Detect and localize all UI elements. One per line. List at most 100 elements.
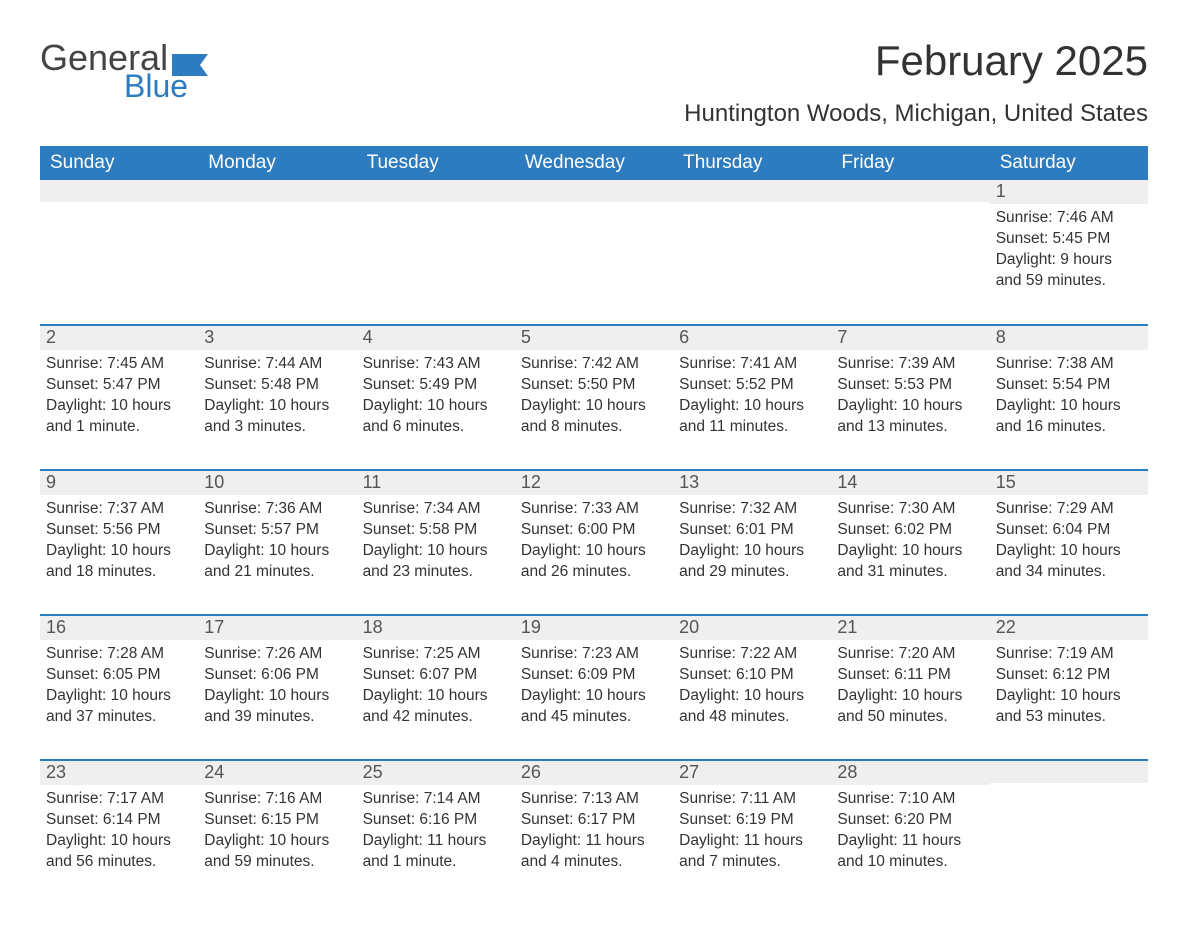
sunset-text: Sunset: 6:17 PM — [521, 810, 667, 831]
day-header: Wednesday — [515, 146, 673, 180]
empty-cell — [673, 180, 831, 325]
day-cell: 22Sunrise: 7:19 AMSunset: 6:12 PMDayligh… — [990, 615, 1148, 760]
day-cell: 20Sunrise: 7:22 AMSunset: 6:10 PMDayligh… — [673, 615, 831, 760]
day-cell: 7Sunrise: 7:39 AMSunset: 5:53 PMDaylight… — [831, 325, 989, 470]
day-cell: 4Sunrise: 7:43 AMSunset: 5:49 PMDaylight… — [357, 325, 515, 470]
sunrise-text: Sunrise: 7:37 AM — [46, 499, 192, 520]
sunrise-text: Sunrise: 7:17 AM — [46, 789, 192, 810]
day-number: 1 — [990, 180, 1148, 204]
day-number — [673, 180, 831, 202]
daylight-text: Daylight: 10 hours and 21 minutes. — [204, 541, 350, 583]
sunrise-text: Sunrise: 7:22 AM — [679, 644, 825, 665]
week-row: 16Sunrise: 7:28 AMSunset: 6:05 PMDayligh… — [40, 615, 1148, 760]
location-subtitle: Huntington Woods, Michigan, United State… — [684, 100, 1148, 128]
empty-cell — [198, 180, 356, 325]
day-cell: 8Sunrise: 7:38 AMSunset: 5:54 PMDaylight… — [990, 325, 1148, 470]
daylight-text: Daylight: 10 hours and 26 minutes. — [521, 541, 667, 583]
daylight-text: Daylight: 10 hours and 42 minutes. — [363, 686, 509, 728]
day-cell: 3Sunrise: 7:44 AMSunset: 5:48 PMDaylight… — [198, 325, 356, 470]
daylight-text: Daylight: 10 hours and 50 minutes. — [837, 686, 983, 728]
sunset-text: Sunset: 6:05 PM — [46, 665, 192, 686]
day-header: Tuesday — [357, 146, 515, 180]
sunrise-text: Sunrise: 7:26 AM — [204, 644, 350, 665]
sunset-text: Sunset: 6:02 PM — [837, 520, 983, 541]
calendar-table: SundayMondayTuesdayWednesdayThursdayFrid… — [40, 146, 1148, 905]
day-details: Sunrise: 7:23 AMSunset: 6:09 PMDaylight:… — [515, 640, 673, 738]
daylight-text: Daylight: 10 hours and 11 minutes. — [679, 396, 825, 438]
day-cell: 2Sunrise: 7:45 AMSunset: 5:47 PMDaylight… — [40, 325, 198, 470]
day-details: Sunrise: 7:46 AMSunset: 5:45 PMDaylight:… — [990, 204, 1148, 302]
daylight-text: Daylight: 10 hours and 23 minutes. — [363, 541, 509, 583]
day-number: 10 — [198, 471, 356, 495]
day-cell: 13Sunrise: 7:32 AMSunset: 6:01 PMDayligh… — [673, 470, 831, 615]
sunset-text: Sunset: 6:06 PM — [204, 665, 350, 686]
day-number: 3 — [198, 326, 356, 350]
day-header: Thursday — [673, 146, 831, 180]
empty-cell — [831, 180, 989, 325]
daylight-text: Daylight: 10 hours and 45 minutes. — [521, 686, 667, 728]
day-details — [357, 202, 515, 216]
day-number: 24 — [198, 761, 356, 785]
sunset-text: Sunset: 5:58 PM — [363, 520, 509, 541]
sunrise-text: Sunrise: 7:19 AM — [996, 644, 1142, 665]
day-details — [673, 202, 831, 216]
daylight-text: Daylight: 10 hours and 18 minutes. — [46, 541, 192, 583]
day-details: Sunrise: 7:20 AMSunset: 6:11 PMDaylight:… — [831, 640, 989, 738]
sunrise-text: Sunrise: 7:45 AM — [46, 354, 192, 375]
day-details: Sunrise: 7:36 AMSunset: 5:57 PMDaylight:… — [198, 495, 356, 593]
daylight-text: Daylight: 10 hours and 29 minutes. — [679, 541, 825, 583]
day-cell: 6Sunrise: 7:41 AMSunset: 5:52 PMDaylight… — [673, 325, 831, 470]
sunset-text: Sunset: 6:10 PM — [679, 665, 825, 686]
day-number: 13 — [673, 471, 831, 495]
day-number: 14 — [831, 471, 989, 495]
day-details: Sunrise: 7:38 AMSunset: 5:54 PMDaylight:… — [990, 350, 1148, 448]
day-number: 28 — [831, 761, 989, 785]
day-details: Sunrise: 7:32 AMSunset: 6:01 PMDaylight:… — [673, 495, 831, 593]
page-title: February 2025 — [684, 40, 1148, 82]
day-details — [198, 202, 356, 216]
sunrise-text: Sunrise: 7:42 AM — [521, 354, 667, 375]
empty-cell — [515, 180, 673, 325]
daylight-text: Daylight: 10 hours and 8 minutes. — [521, 396, 667, 438]
week-row: 23Sunrise: 7:17 AMSunset: 6:14 PMDayligh… — [40, 760, 1148, 905]
day-number: 8 — [990, 326, 1148, 350]
day-details: Sunrise: 7:11 AMSunset: 6:19 PMDaylight:… — [673, 785, 831, 883]
day-cell: 21Sunrise: 7:20 AMSunset: 6:11 PMDayligh… — [831, 615, 989, 760]
week-row: 9Sunrise: 7:37 AMSunset: 5:56 PMDaylight… — [40, 470, 1148, 615]
sunrise-text: Sunrise: 7:43 AM — [363, 354, 509, 375]
day-number: 11 — [357, 471, 515, 495]
day-details: Sunrise: 7:34 AMSunset: 5:58 PMDaylight:… — [357, 495, 515, 593]
day-details: Sunrise: 7:39 AMSunset: 5:53 PMDaylight:… — [831, 350, 989, 448]
day-details: Sunrise: 7:45 AMSunset: 5:47 PMDaylight:… — [40, 350, 198, 448]
day-cell: 14Sunrise: 7:30 AMSunset: 6:02 PMDayligh… — [831, 470, 989, 615]
sunset-text: Sunset: 5:53 PM — [837, 375, 983, 396]
day-details: Sunrise: 7:14 AMSunset: 6:16 PMDaylight:… — [357, 785, 515, 883]
sunset-text: Sunset: 6:12 PM — [996, 665, 1142, 686]
week-row: 1Sunrise: 7:46 AMSunset: 5:45 PMDaylight… — [40, 180, 1148, 325]
day-details: Sunrise: 7:33 AMSunset: 6:00 PMDaylight:… — [515, 495, 673, 593]
sunrise-text: Sunrise: 7:25 AM — [363, 644, 509, 665]
week-row: 2Sunrise: 7:45 AMSunset: 5:47 PMDaylight… — [40, 325, 1148, 470]
sunrise-text: Sunrise: 7:28 AM — [46, 644, 192, 665]
day-cell: 25Sunrise: 7:14 AMSunset: 6:16 PMDayligh… — [357, 760, 515, 905]
day-number: 18 — [357, 616, 515, 640]
daylight-text: Daylight: 10 hours and 34 minutes. — [996, 541, 1142, 583]
sunset-text: Sunset: 5:54 PM — [996, 375, 1142, 396]
daylight-text: Daylight: 10 hours and 37 minutes. — [46, 686, 192, 728]
day-header: Saturday — [990, 146, 1148, 180]
day-details: Sunrise: 7:37 AMSunset: 5:56 PMDaylight:… — [40, 495, 198, 593]
day-number: 23 — [40, 761, 198, 785]
day-details: Sunrise: 7:26 AMSunset: 6:06 PMDaylight:… — [198, 640, 356, 738]
daylight-text: Daylight: 10 hours and 56 minutes. — [46, 831, 192, 873]
day-number: 27 — [673, 761, 831, 785]
day-number — [990, 761, 1148, 783]
day-details — [990, 783, 1148, 797]
day-details: Sunrise: 7:19 AMSunset: 6:12 PMDaylight:… — [990, 640, 1148, 738]
day-number: 16 — [40, 616, 198, 640]
day-cell: 27Sunrise: 7:11 AMSunset: 6:19 PMDayligh… — [673, 760, 831, 905]
day-cell: 1Sunrise: 7:46 AMSunset: 5:45 PMDaylight… — [990, 180, 1148, 325]
day-cell: 15Sunrise: 7:29 AMSunset: 6:04 PMDayligh… — [990, 470, 1148, 615]
day-number — [40, 180, 198, 202]
sunrise-text: Sunrise: 7:16 AM — [204, 789, 350, 810]
daylight-text: Daylight: 10 hours and 48 minutes. — [679, 686, 825, 728]
